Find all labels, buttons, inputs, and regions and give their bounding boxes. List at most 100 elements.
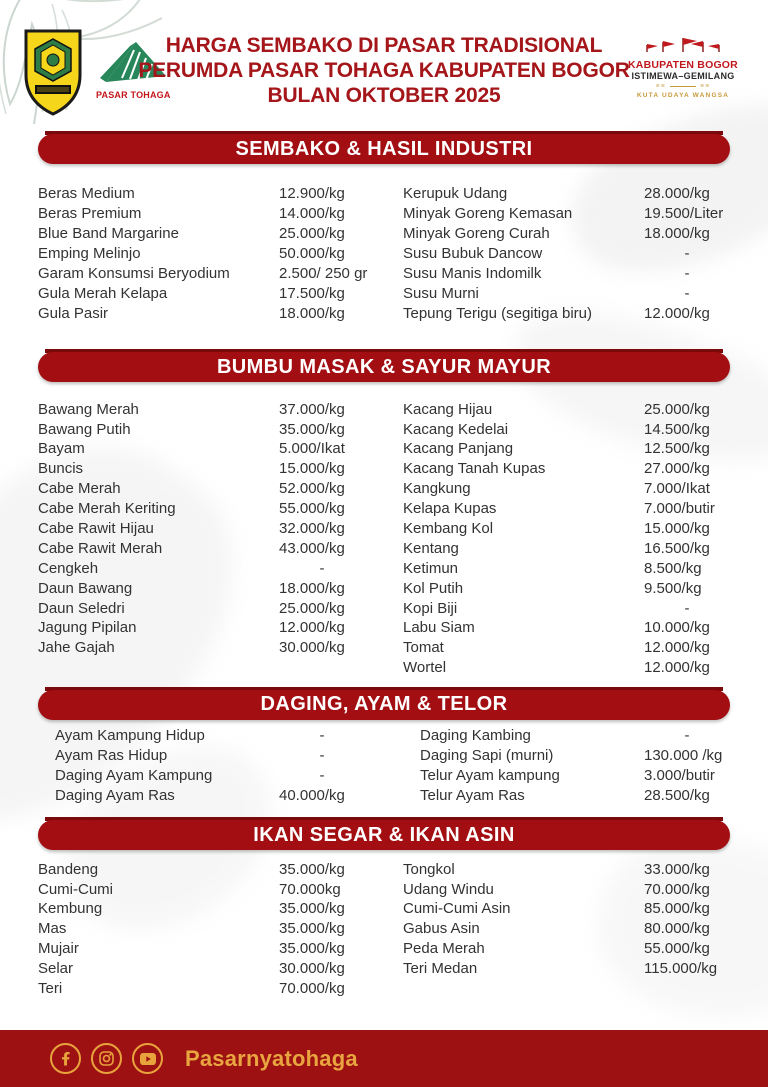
item-price: 35.000/kg [279,420,345,438]
title-line-1: HARGA SEMBAKO DI PASAR TRADISIONAL [165,34,603,57]
price-row: Susu Murni - [403,283,730,303]
item-price: 55.000/kg [644,940,710,958]
item-price: - [684,245,690,263]
item-price: 14.500/kg [644,420,710,438]
price-row: Kelapa Kupas 7.000/butir [403,499,730,519]
item-name: Gula Pasir [38,304,109,322]
item-price: 70.000kg [279,880,341,898]
item-price: 43.000/kg [279,539,345,557]
item-price: 52.000/kg [279,480,345,498]
item-name: Ayam Ras Hidup [55,747,168,765]
item-name: Daun Bawang [38,579,133,597]
price-row: Beras Medium 12.900/kg [38,184,365,204]
item-name: Bawang Merah [38,400,139,418]
item-name: Kacang Tanah Kupas [403,460,546,478]
item-name: Selar [38,960,74,978]
item-name: Cabe Merah [38,480,121,498]
item-name: Teri Medan [403,960,478,978]
item-name: Kol Putih [403,579,464,597]
price-row: Ayam Ras Hidup - [38,746,365,766]
item-name: Ketimun [403,559,459,577]
item-price: 18.000/kg [279,304,345,322]
item-price: 3.000/butir [644,766,715,784]
pasar-tohaga-logo: PASAR TOHAGA [96,42,170,100]
item-name: Mas [38,920,67,938]
badge-line-3: KUTA UDAYA WANGSA [636,92,730,99]
facebook-icon[interactable] [50,1043,81,1074]
price-row: Bandeng 35.000/kg [38,859,365,879]
item-price: 12.000/kg [644,659,710,677]
item-name: Cengkeh [38,559,99,577]
price-row: Kangkung 7.000/Ikat [403,479,730,499]
item-price: 80.000/kg [644,920,710,938]
item-name: Kembung [38,900,103,918]
footer: Pasarnyatohaga [0,1030,768,1087]
price-row: Cumi-Cumi Asin 85.000/kg [403,899,730,919]
price-row: Cabe Merah 52.000/kg [38,479,365,499]
badge-ornament: ≋≋ ≋≋ [655,83,711,89]
price-row: Gula Pasir 18.000/kg [38,303,365,323]
price-row: Jagung Pipilan 12.000/kg [38,618,365,638]
badge-line-1: KABUPATEN BOGOR [628,59,738,71]
item-price: 12.000/kg [644,304,710,322]
item-price: 7.000/Ikat [644,480,710,498]
banner-pill: DAGING, AYAM & TELOR [38,689,730,720]
pasar-tohaga-label: PASAR TOHAGA [96,90,171,100]
item-price: 7.000/butir [644,500,715,518]
social-handle: Pasarnyatohaga [185,1045,358,1071]
price-row: Beras Premium 14.000/kg [38,204,365,224]
item-price: 14.000/kg [279,205,345,223]
item-price: - [319,747,325,765]
price-row: Kopi Biji - [403,598,730,618]
item-name: Jahe Gajah [38,639,115,657]
item-price: 130.000 /kg [644,747,723,765]
item-price: 16.500/kg [644,539,710,557]
badge-line-2: ISTIMEWA–GEMILANG [631,71,735,81]
item-price: 37.000/kg [279,400,345,418]
item-price: 2.500/ 250 gr [279,265,368,282]
price-row: Cumi-Cumi 70.000kg [38,879,365,899]
item-name: Mujair [38,940,79,958]
item-name: Cumi-Cumi Asin [403,900,511,918]
item-price: 30.000/kg [279,960,345,978]
price-row: Daging Ayam Kampung - [38,765,365,785]
item-price: 28.500/kg [644,786,710,804]
price-section: SEMBAKO & HASIL INDUSTRI Beras Medium 12… [38,131,730,323]
item-name: Cabe Rawit Merah [38,539,163,557]
price-row: Daun Bawang 18.000/kg [38,578,365,598]
price-row: Daging Kambing - [403,726,730,746]
price-section: IKAN SEGAR & IKAN ASIN Bandeng 35.000/kg… [38,817,730,998]
price-row: Cabe Merah Keriting 55.000/kg [38,499,365,519]
item-name: Daging Ayam Ras [55,786,175,804]
price-section: BUMBU MASAK & SAYUR MAYUR Bawang Merah 3… [38,349,730,677]
section-banner: DAGING, AYAM & TELOR [38,686,730,720]
item-name: Susu Bubuk Dancow [403,245,543,263]
item-price: - [684,265,690,282]
item-name: Cumi-Cumi [38,880,113,898]
price-row: Susu Bubuk Dancow - [403,244,730,264]
price-row: Daging Ayam Ras 40.000/kg [38,785,365,805]
item-name: Kacang Kedelai [403,420,509,438]
price-row: Mujair 35.000/kg [38,939,365,959]
left-column: Ayam Kampung Hidup - Ayam Ras Hidup - Da… [38,726,365,806]
item-price: - [319,766,325,784]
item-name: Beras Medium [38,185,135,203]
section-rows: Ayam Kampung Hidup - Ayam Ras Hidup - Da… [38,726,730,806]
item-price: - [319,727,325,745]
banner-pill: BUMBU MASAK & SAYUR MAYUR [38,352,730,383]
item-name: Minyak Goreng Kemasan [403,205,573,223]
item-price: 12.000/kg [644,639,710,657]
item-name: Kentang [403,539,459,557]
instagram-icon[interactable] [91,1043,122,1074]
item-name: Buncis [38,460,84,478]
item-price: 17.500/kg [279,284,345,302]
price-row: Kentang 16.500/kg [403,538,730,558]
price-row: Kerupuk Udang 28.000/kg [403,184,730,204]
item-name: Susu Manis Indomilk [403,265,542,282]
youtube-icon[interactable] [132,1043,163,1074]
page-title: HARGA SEMBAKO DI PASAR TRADISIONAL PERUM… [0,33,768,108]
section-banner: IKAN SEGAR & IKAN ASIN [38,817,730,851]
item-name: Cabe Rawit Hijau [38,520,154,538]
price-row: Bayam 5.000/Ikat [38,439,365,459]
right-column: Kacang Hijau 25.000/kg Kacang Kedelai 14… [403,399,730,677]
